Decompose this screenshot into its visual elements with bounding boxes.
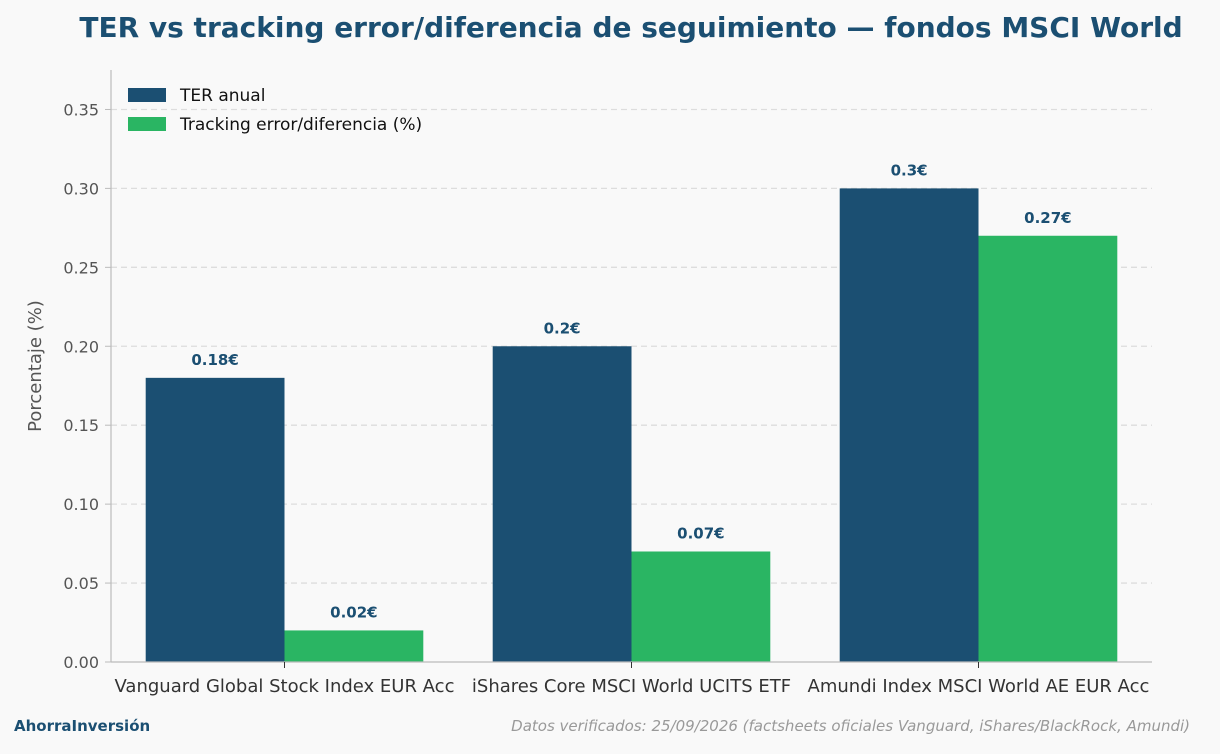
bar: [284, 630, 424, 662]
bar-value-label: 0.3€: [891, 161, 928, 179]
bar: [631, 551, 771, 662]
bar: [145, 377, 285, 662]
x-tick-label: Vanguard Global Stock Index EUR Acc: [115, 676, 455, 697]
bar-value-label: 0.2€: [544, 319, 581, 337]
bar: [839, 188, 979, 662]
y-tick-label: 0.20: [63, 337, 99, 356]
y-tick-label: 0.05: [63, 574, 99, 593]
axes: 0.00 0.05 0.10 0.15 0.20 0.25 0.30 0.35 Vanguard…: [63, 70, 1152, 697]
y-tick-label: 0.35: [63, 100, 99, 119]
bar-value-label: 0.27€: [1024, 209, 1071, 227]
bar-value-label: 0.18€: [191, 351, 238, 369]
x-tick-label: iShares Core MSCI World UCITS ETF: [472, 676, 791, 697]
chart-title: TER vs tracking error/diferencia de segu…: [79, 11, 1182, 44]
y-tick-label: 0.00: [63, 653, 99, 672]
bar: [978, 235, 1118, 662]
x-tick-label: Amundi Index MSCI World AE EUR Acc: [808, 676, 1150, 697]
bar-value-label: 0.07€: [677, 524, 724, 542]
legend-swatch: [128, 88, 166, 102]
y-axis-label: Porcentaje (%): [25, 300, 46, 432]
y-tick-label: 0.15: [63, 416, 99, 435]
brand-label: AhorraInversión: [14, 717, 150, 735]
legend: TER anual Tracking error/diferencia (%): [128, 86, 422, 135]
y-tick-label: 0.25: [63, 258, 99, 277]
bar-value-label: 0.02€: [330, 603, 377, 621]
y-tick-label: 0.30: [63, 179, 99, 198]
source-note: Datos verificados: 25/09/2026 (factsheet…: [511, 717, 1190, 735]
data-labels: 0.18€ 0.02€ 0.2€ 0.07€ 0.3€ 0.27€: [191, 161, 1071, 621]
y-tick-label: 0.10: [63, 495, 99, 514]
bar: [492, 346, 632, 662]
legend-label: Tracking error/diferencia (%): [179, 115, 422, 135]
legend-label: TER anual: [179, 86, 265, 106]
bars: [145, 188, 1118, 662]
legend-swatch: [128, 117, 166, 131]
